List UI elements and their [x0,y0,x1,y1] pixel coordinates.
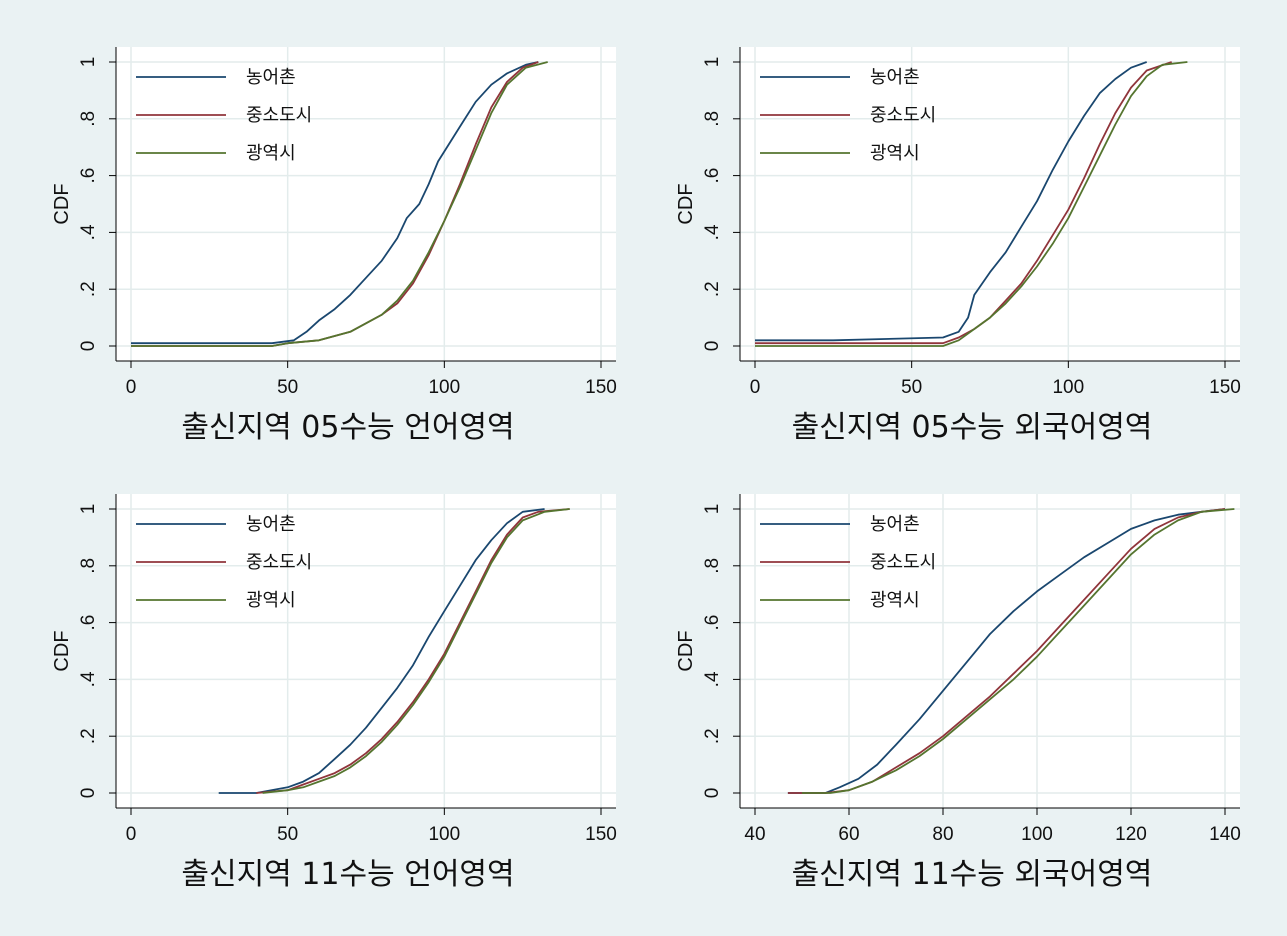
legend-label: 농어촌 [246,67,296,88]
x-tick-label: 40 [744,824,765,845]
y-tick-label: .8 [702,111,723,127]
legend-label: 중소도시 [246,105,312,126]
legend-label: 중소도시 [870,552,936,573]
y-tick-label: .2 [78,728,99,744]
y-tick-label: 0 [78,341,99,352]
y-tick-label: .8 [702,558,723,574]
x-tick-label: 80 [932,824,953,845]
y-tick-label: .2 [702,281,723,297]
cdf-line-series-0 [787,508,1226,794]
y-tick-label: .4 [78,671,99,687]
x-axis-title: 출신지역 05수능 외국어영역 [792,410,1153,440]
x-tick-label: 150 [585,824,617,845]
x-axis-title: 출신지역 11수능 언어영역 [181,857,514,887]
cdf-line-series-1 [256,508,570,794]
y-tick-label: 0 [702,341,723,352]
cdf-panel-05-foreign-language: 0 .2 .4 .6 .8 1 0 50 100 150 CDF 출신지역 05수능 외국어영역 농어촌… [644,20,1264,440]
y-tick-label: .6 [78,615,99,631]
x-axis-title: 출신지역 05수능 언어영역 [181,410,514,440]
legend-label: 중소도시 [870,105,936,126]
legend-label: 농어촌 [870,67,920,88]
cdf-chart-svg: 0 .2 .4 .6 .8 1 0 50 100 150 CDF 출신지역 11수능 언어영역 농어촌중… [51,494,617,887]
y-axis-title: CDF [51,183,73,224]
x-tick-label: 50 [277,824,298,845]
x-tick-label: 100 [428,377,460,398]
x-tick-label: 140 [1209,824,1241,845]
y-axis-title: CDF [675,183,697,224]
y-axis-title: CDF [51,630,73,671]
cdf-panel-11-foreign-language: 0.2.4.6.8 1 40 60 80 100 120 140 CDF 출신지역 11수능 외국… [644,467,1264,887]
plot-area [740,47,1240,361]
cdf-line-series-0 [218,508,545,794]
x-tick-label: 120 [1115,824,1147,845]
x-tick-label: 100 [1021,824,1053,845]
plot-area [116,47,616,361]
y-tick-label: .6 [702,615,723,631]
cdf-line-series-0 [131,61,539,345]
y-tick-label: .4 [702,671,723,687]
y-tick-label: 0 [78,788,99,799]
cdf-line-series-2 [755,61,1188,347]
legend-label: 광역시 [870,590,920,611]
cdf-chart-svg: 0 .2 .4 .6 .8 1 0 50 100 150 CDF 출신지역 05수능 언어영역 농어촌중… [51,47,617,440]
x-tick-label: 150 [1209,377,1241,398]
x-tick-label: 150 [585,377,617,398]
plot-area [116,494,616,808]
y-tick-label: .8 [78,111,99,127]
cdf-line-series-2 [802,508,1235,794]
x-axis-title: 출신지역 11수능 외국어영역 [792,857,1153,887]
y-tick-label: 0 [702,788,723,799]
y-tick-label: .4 [78,224,99,240]
y-tick-label: .6 [702,168,723,184]
y-tick-label: 1 [702,504,723,515]
cdf-line-series-0 [755,61,1148,342]
x-tick-label: 0 [126,824,137,845]
legend-label: 광역시 [246,143,296,164]
cdf-line-series-1 [755,61,1172,345]
legend-label: 농어촌 [870,514,920,535]
legend-label: 농어촌 [246,514,296,535]
x-tick-label: 0 [126,377,137,398]
x-tick-label: 100 [1052,377,1084,398]
plot-area [740,494,1240,808]
y-tick-label: 1 [78,57,99,68]
x-tick-label: 0 [750,377,761,398]
legend-label: 중소도시 [246,552,312,573]
y-tick-label: 1 [702,57,723,68]
legend-label: 광역시 [870,143,920,164]
x-tick-label: 60 [838,824,859,845]
y-axis-title: CDF [675,630,697,671]
y-tick-label: .6 [78,168,99,184]
y-tick-label: .4 [702,224,723,240]
x-tick-label: 50 [901,377,922,398]
y-tick-label: .2 [702,728,723,744]
legend-label: 광역시 [246,590,296,611]
y-tick-label: .8 [78,558,99,574]
y-tick-label: 1 [78,504,99,515]
cdf-line-series-2 [262,508,570,794]
x-tick-label: 100 [428,824,460,845]
cdf-chart-svg: 0 .2 .4 .6 .8 1 0 50 100 150 CDF 출신지역 05수능 외국어영역 농어촌… [675,47,1241,440]
y-tick-label: .2 [78,281,99,297]
x-tick-label: 50 [277,377,298,398]
cdf-line-series-2 [131,61,548,347]
